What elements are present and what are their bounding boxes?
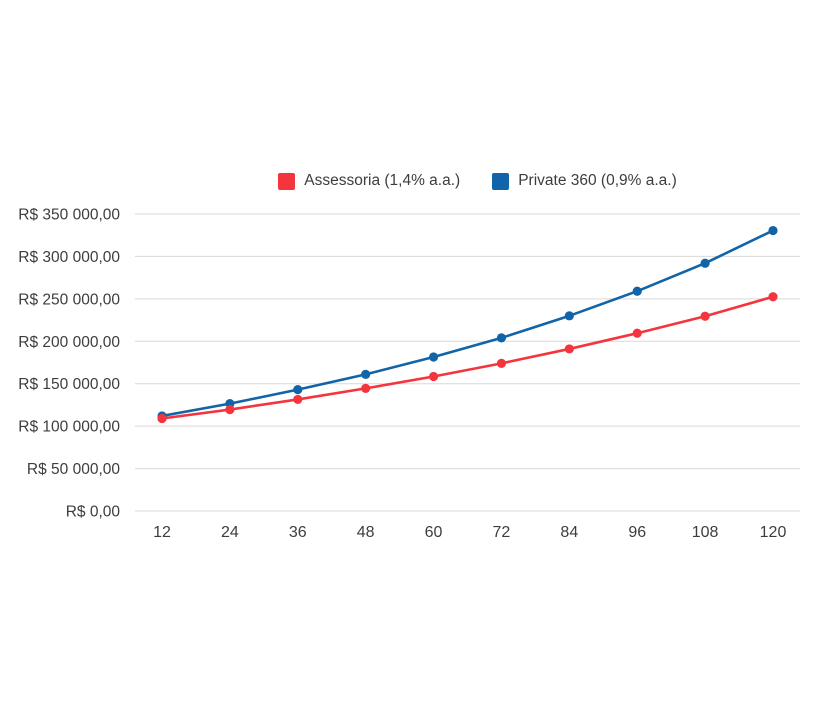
y-axis-label: R$ 150 000,00: [18, 376, 120, 393]
legend-swatch-assessoria: [278, 172, 296, 190]
legend-item-private360: Private 360 (0,9% a.a.): [492, 172, 677, 190]
data-point-s0-x108: [700, 311, 710, 321]
data-point-s0-x48: [361, 383, 371, 393]
legend-label-assessoria: Assessoria (1,4% a.a.): [304, 172, 461, 189]
y-axis-label: R$ 250 000,00: [18, 291, 120, 308]
x-axis-label: 12: [153, 524, 171, 541]
y-axis-label: R$ 50 000,00: [27, 461, 120, 478]
y-axis-label: R$ 350 000,00: [18, 207, 120, 224]
data-point-s1-x96: [632, 286, 642, 296]
line-chart: R$ 0,00 R$ 50 000,00 R$ 100 000,00 R$ 150 0…: [0, 195, 820, 560]
x-axis-label: 84: [560, 524, 578, 541]
series-line-0: [160, 295, 775, 420]
x-axis-label: 36: [289, 524, 307, 541]
data-point-s1-x120: [768, 225, 778, 236]
data-point-s0-x24: [225, 404, 235, 415]
data-point-s0-x36: [293, 394, 303, 405]
data-point-s0-x84: [564, 344, 574, 354]
data-point-s0-x96: [632, 328, 642, 338]
y-axis-label: R$ 300 000,00: [18, 249, 120, 266]
x-axis-label: 96: [628, 524, 646, 541]
legend-label-private360: Private 360 (0,9% a.a.): [518, 172, 677, 189]
data-point-s1-x72: [496, 333, 507, 343]
data-point-s1-x84: [564, 311, 574, 321]
x-axis-label: 60: [425, 524, 443, 541]
y-axis-label: R$ 200 000,00: [18, 334, 120, 351]
x-axis-label: 48: [357, 524, 375, 541]
legend-swatch-private360: [492, 172, 510, 190]
data-point-s1-x36: [293, 385, 303, 395]
data-point-s1-x60: [428, 352, 439, 362]
chart-canvas: R$ 0,00 R$ 50 000,00 R$ 100 000,00 R$ 150 0…: [18, 207, 800, 541]
x-axis-label: 120: [760, 524, 787, 541]
x-axis-label: 24: [221, 524, 239, 541]
x-axis-label: 72: [493, 524, 511, 541]
data-point-s0-x12: [157, 413, 167, 424]
data-point-s0-x120: [768, 292, 778, 302]
y-axis-label: R$ 100 000,00: [18, 419, 120, 436]
y-axis-label: R$ 0,00: [66, 504, 121, 521]
data-point-s0-x72: [496, 358, 507, 368]
chart-legend: Assessoria (1,4% a.a.) Private 360 (0,9%…: [135, 172, 820, 190]
series-line-1: [160, 229, 775, 418]
data-point-s0-x60: [428, 371, 439, 382]
data-point-s1-x108: [700, 258, 710, 268]
x-axis-label: 108: [692, 524, 719, 541]
legend-item-assessoria: Assessoria (1,4% a.a.): [278, 172, 460, 190]
data-point-s1-x48: [361, 369, 371, 379]
